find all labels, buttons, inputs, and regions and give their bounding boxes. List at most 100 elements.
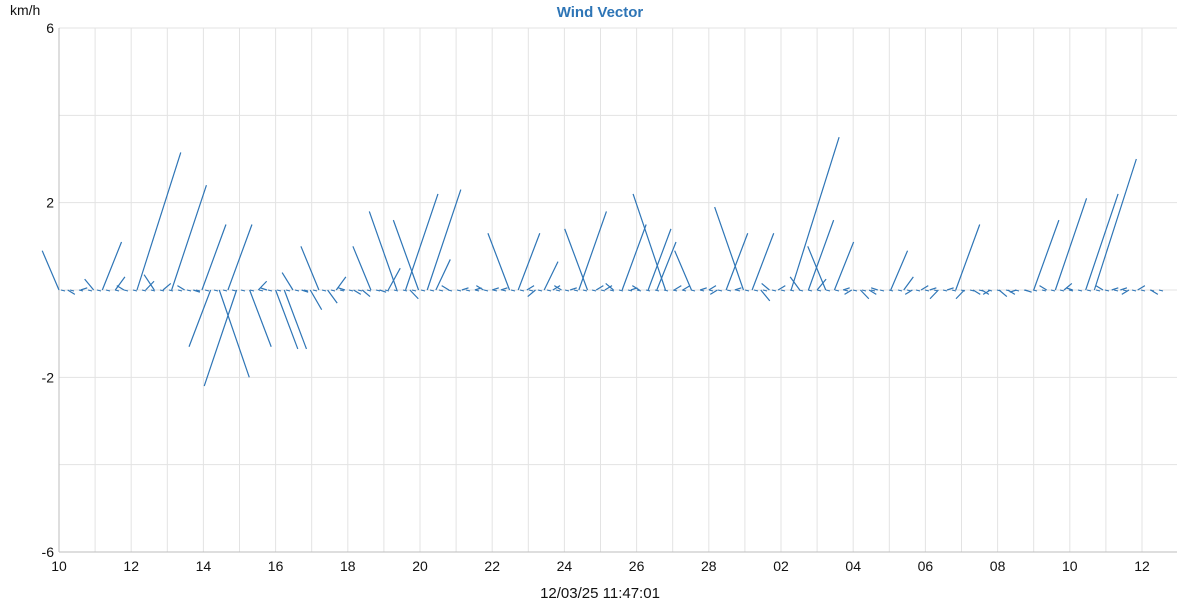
wind-vector	[409, 289, 419, 300]
baseline-tick	[1104, 289, 1110, 292]
wind-vector	[647, 228, 672, 291]
wind-vector	[461, 287, 469, 291]
baseline-tick	[87, 289, 93, 292]
baseline-tick	[357, 289, 363, 292]
wind-vector	[1054, 198, 1088, 291]
baseline-tick	[438, 289, 444, 292]
baseline-tick	[465, 289, 471, 292]
baseline-tick	[114, 289, 120, 292]
baseline-tick	[807, 289, 813, 292]
wind-vector	[500, 287, 508, 291]
wind-vector	[714, 206, 745, 291]
baseline-tick	[897, 289, 903, 292]
baseline-tick	[762, 289, 768, 292]
vector-series	[41, 136, 1164, 387]
wind-vector	[116, 285, 125, 291]
baseline-tick	[276, 289, 282, 292]
chart-title: Wind Vector	[557, 4, 644, 21]
wind-vector	[487, 233, 511, 291]
baseline-tick	[978, 289, 984, 292]
wind-vector	[379, 289, 387, 293]
baseline-tick	[168, 289, 174, 292]
baseline-tick	[1122, 289, 1128, 292]
baseline-tick	[384, 289, 390, 292]
baseline-tick	[870, 289, 876, 292]
baseline-tick	[1023, 289, 1029, 292]
baseline-tick	[645, 289, 651, 292]
wind-vector	[595, 285, 604, 291]
wind-vector	[1095, 285, 1104, 291]
wind-vector	[201, 224, 227, 291]
y-tick-label: 6	[46, 20, 54, 36]
baseline-tick	[771, 289, 777, 292]
wind-vector	[578, 211, 608, 291]
wind-vector	[708, 285, 717, 291]
baseline-tick	[681, 289, 687, 292]
wind-vector	[751, 233, 775, 291]
baseline-tick	[852, 289, 858, 292]
wind-vector	[281, 272, 294, 291]
baseline-tick	[582, 289, 588, 292]
wind-vector	[709, 289, 718, 295]
wind-vector	[361, 289, 371, 298]
wind-vector	[275, 289, 299, 350]
wind-vector	[790, 136, 840, 291]
baseline-tick	[690, 289, 696, 292]
x-tick-label: 14	[196, 558, 212, 574]
baseline-tick	[348, 289, 354, 292]
baseline-tick	[1041, 289, 1047, 292]
wind-vector	[101, 241, 123, 291]
wind-vector	[955, 289, 965, 300]
baseline-tick	[186, 289, 192, 292]
baseline-tick	[1014, 289, 1020, 292]
baseline-tick	[366, 289, 372, 292]
x-tick-label: 20	[412, 558, 428, 574]
wind-vector	[604, 285, 613, 291]
wind-vector	[1120, 287, 1128, 291]
wind-vector	[1063, 282, 1073, 291]
y-axis: 6 2 -2 -6	[42, 20, 55, 560]
wind-vector	[80, 287, 88, 291]
y-tick-label: -2	[42, 369, 55, 385]
wind-vector	[517, 233, 541, 291]
baseline-tick	[969, 289, 975, 292]
x-tick-label: 02	[773, 558, 789, 574]
baseline-tick	[240, 289, 246, 292]
wind-vector	[859, 289, 870, 300]
baseline-tick	[744, 289, 750, 292]
baseline-tick	[951, 289, 957, 292]
baseline-tick	[456, 289, 462, 292]
baseline-tick	[843, 289, 849, 292]
baseline-tick	[1140, 289, 1146, 292]
wind-vector	[929, 287, 937, 291]
wind-vector	[162, 282, 172, 291]
baseline-tick	[573, 289, 579, 292]
baseline-tick	[555, 289, 561, 292]
x-tick-label: 28	[701, 558, 717, 574]
wind-vector	[605, 282, 614, 291]
wind-vector	[1111, 287, 1119, 291]
x-tick-label: 26	[629, 558, 645, 574]
baseline-tick	[213, 289, 219, 292]
baseline-tick	[159, 289, 165, 292]
wind-vector	[621, 224, 647, 291]
baseline-tick	[591, 289, 597, 292]
baseline-tick	[996, 289, 1002, 292]
wind-vector	[260, 287, 268, 291]
baseline-tick	[429, 289, 435, 292]
baseline-tick	[915, 289, 921, 292]
baseline-tick	[609, 289, 615, 292]
wind-vector	[844, 289, 853, 295]
wind-vector	[368, 211, 398, 291]
wind-vector	[404, 193, 439, 291]
baseline-tick	[231, 289, 237, 292]
baseline-tick	[1149, 289, 1155, 292]
baseline-tick	[141, 289, 147, 292]
wind-vector	[171, 185, 208, 291]
baseline-tick	[735, 289, 741, 292]
wind-vector	[1033, 219, 1060, 291]
wind-vector	[807, 219, 835, 291]
baseline-tick	[618, 289, 624, 292]
y-tick-label: 2	[46, 195, 54, 211]
baseline-tick	[1068, 289, 1074, 292]
